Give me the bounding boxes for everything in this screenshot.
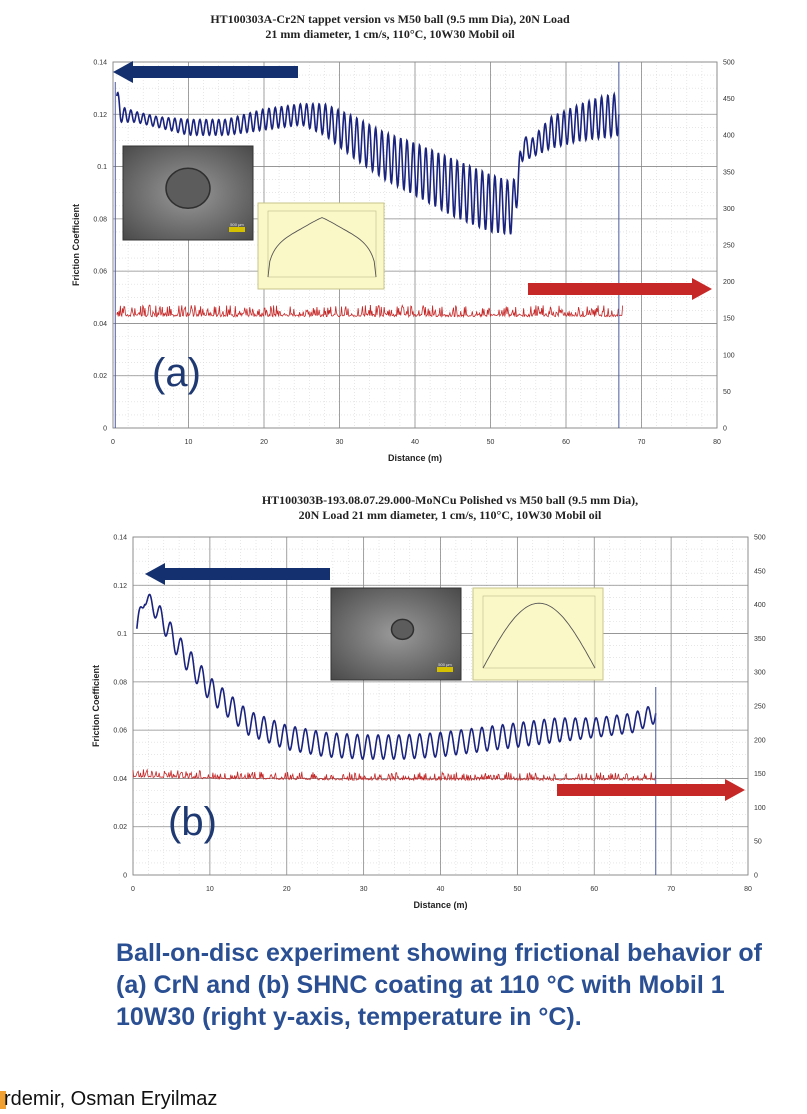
footer-accent <box>0 1091 6 1109</box>
chart-a-x-tick-label: 50 <box>487 439 495 446</box>
chart-a-temperature-series <box>116 304 624 319</box>
chart-a-x-axis-title: Distance (m) <box>388 453 442 463</box>
chart-b-y-tick-label: 0.08 <box>113 679 127 686</box>
chart-a-x-tick-label: 20 <box>260 439 268 446</box>
chart-b-title-line-1: HT100303B-193.08.07.29.000-MoNCu Polishe… <box>261 493 639 507</box>
chart-a-y2-tick-label: 300 <box>723 206 735 213</box>
chart-b-inset-profile <box>472 587 604 681</box>
chart-a-title-line-2: 21 mm diameter, 1 cm/s, 110°C, 10W30 Mob… <box>265 27 515 41</box>
chart-b-scale-bar <box>437 667 453 672</box>
chart-a-y2-tick-label: 0 <box>723 426 727 433</box>
chart-b-y2-tick-label: 250 <box>754 704 766 711</box>
chart-a-y-tick-label: 0.02 <box>93 373 107 380</box>
chart-b-y-tick-label: 0.12 <box>113 583 127 590</box>
chart-a-inset-profile-frame <box>267 210 377 278</box>
chart-b-x-tick-label: 20 <box>283 886 291 893</box>
footer-author-text: rdemir, Osman Eryilmaz <box>4 1088 218 1110</box>
chart-b-x-tick-label: 0 <box>131 886 135 893</box>
chart-a: 0 10 20 30 40 50 60 70 8000.020.040.060.080.10.1… <box>71 60 735 464</box>
chart-b-scale-label: 500 μm <box>438 662 452 667</box>
chart-a-x-tick-label: 40 <box>411 439 419 446</box>
chart-b-y2-tick-label: 50 <box>754 839 762 846</box>
chart-a-y2-tick-label: 500 <box>723 60 735 67</box>
chart-a-x-tick-label: 80 <box>713 439 721 446</box>
chart-a-panel-label: (a) <box>152 351 201 395</box>
chart-b-inset-profile-curve <box>482 602 596 669</box>
chart-a-inset-profile <box>257 202 385 290</box>
chart-b-y-axis-title: Friction Coefficient <box>91 665 101 747</box>
chart-a-y-tick-label: 0.14 <box>93 60 107 67</box>
chart-b-x-tick-label: 70 <box>667 886 675 893</box>
chart-b-left-arrow-head <box>145 563 165 585</box>
chart-b-y2-tick-label: 400 <box>754 602 766 609</box>
chart-a-y2-tick-label: 450 <box>723 96 735 103</box>
chart-b-y-tick-label: 0 <box>123 873 127 880</box>
chart-a-y2-tick-label: 150 <box>723 316 735 323</box>
chart-b-inset-profile-frame <box>482 595 596 669</box>
chart-a-y2-tick-label: 100 <box>723 352 735 359</box>
chart-a-right-arrow-body <box>528 283 694 295</box>
chart-a-wear-scar <box>165 167 211 210</box>
chart-b-y-tick-label: 0.06 <box>113 728 127 735</box>
chart-b-x-tick-label: 80 <box>744 886 752 893</box>
chart-b-x-tick-label: 10 <box>206 886 214 893</box>
chart-b-right-arrow-head <box>725 779 745 801</box>
chart-a-right-arrow-head <box>692 278 712 300</box>
chart-a-x-tick-label: 0 <box>111 439 115 446</box>
chart-a-y2-tick-label: 400 <box>723 133 735 140</box>
chart-a-x-tick-label: 10 <box>185 439 193 446</box>
chart-b-y2-tick-label: 200 <box>754 737 766 744</box>
chart-a-scale-label: 500 μm <box>230 222 244 227</box>
chart-a-y2-tick-label: 200 <box>723 279 735 286</box>
chart-b-y-tick-label: 0.02 <box>113 824 127 831</box>
chart-b-y2-tick-label: 100 <box>754 805 766 812</box>
chart-b-friction-series <box>136 593 657 761</box>
chart-a-y-axis-title: Friction Coefficient <box>71 204 81 286</box>
chart-b-left-arrow-body <box>163 568 330 580</box>
chart-a-y-tick-label: 0.04 <box>93 321 107 328</box>
chart-a-left-arrow-body <box>131 66 298 78</box>
chart-a-title: HT100303A-Cr2N tappet version vs M50 bal… <box>100 12 680 42</box>
chart-b-y2-tick-label: 0 <box>754 873 758 880</box>
chart-a-y-tick-label: 0.1 <box>97 164 107 171</box>
chart-b-y-tick-label: 0.04 <box>113 776 127 783</box>
chart-a-x-tick-label: 70 <box>638 439 646 446</box>
chart-b-y-tick-label: 0.14 <box>113 535 127 542</box>
chart-b-title-line-2: 20N Load 21 mm diameter, 1 cm/s, 110°C, … <box>298 508 602 522</box>
chart-a-y-tick-label: 0.08 <box>93 216 107 223</box>
chart-b-y2-tick-label: 450 <box>754 568 766 575</box>
chart-b-right-arrow-body <box>557 784 727 796</box>
chart-b-y2-tick-label: 500 <box>754 535 766 542</box>
chart-b-panel-label: (b) <box>168 800 217 844</box>
chart-b-y2-tick-label: 350 <box>754 636 766 643</box>
chart-a-x-tick-label: 30 <box>336 439 344 446</box>
chart-b-title: HT100303B-193.08.07.29.000-MoNCu Polishe… <box>150 493 750 523</box>
chart-a-scale-bar <box>229 227 245 232</box>
chart-a-y2-tick-label: 350 <box>723 169 735 176</box>
chart-b-x-tick-label: 40 <box>437 886 445 893</box>
footer: rdemir, Osman Eryilmaz <box>0 1088 807 1114</box>
chart-a-y-tick-label: 0 <box>103 426 107 433</box>
chart-b-y-tick-label: 0.1 <box>117 631 127 638</box>
chart-b-x-tick-label: 30 <box>360 886 368 893</box>
chart-a-y-tick-label: 0.12 <box>93 112 107 119</box>
chart-b-x-tick-label: 50 <box>513 886 521 893</box>
figure-caption: Ball-on-disc experiment showing friction… <box>116 939 762 1031</box>
chart-a-title-line-1: HT100303A-Cr2N tappet version vs M50 bal… <box>210 12 570 26</box>
chart-a-x-tick-label: 60 <box>562 439 570 446</box>
chart-b-x-axis-title: Distance (m) <box>413 900 467 910</box>
chart-a-y2-tick-label: 50 <box>723 389 731 396</box>
chart-b-y2-tick-label: 300 <box>754 670 766 677</box>
chart-a-y2-tick-label: 250 <box>723 243 735 250</box>
chart-b: 0 10 20 30 40 50 60 70 8000.020.040.060.080.10.1… <box>91 535 766 911</box>
chart-a-y-tick-label: 0.06 <box>93 269 107 276</box>
chart-a-friction-series <box>115 91 620 236</box>
chart-a-left-arrow-head <box>113 61 133 83</box>
chart-b-y2-tick-label: 150 <box>754 771 766 778</box>
chart-a-inset-profile-curve <box>267 217 377 278</box>
chart-b-x-tick-label: 60 <box>590 886 598 893</box>
chart-b-wear-scar <box>390 618 415 641</box>
chart-b-temperature-series <box>132 768 657 782</box>
